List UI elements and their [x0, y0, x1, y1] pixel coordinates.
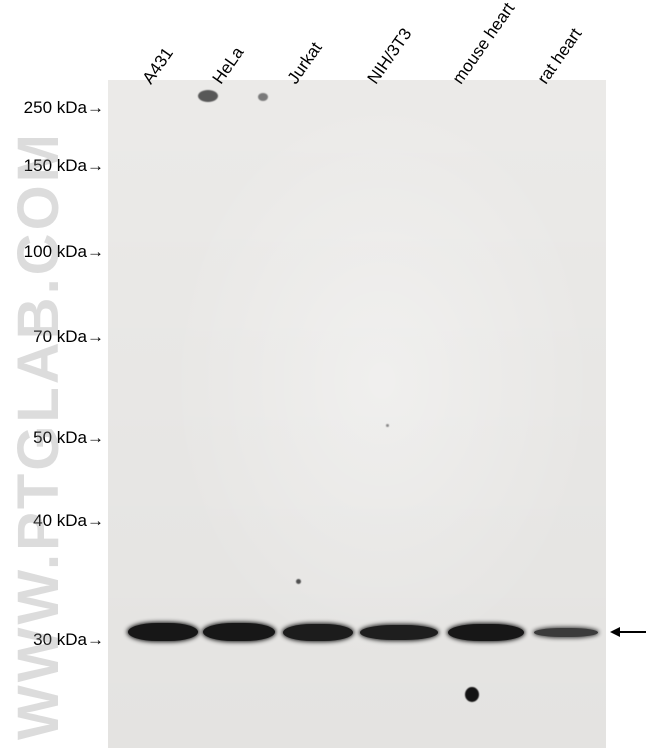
- marker-label: 250 kDa→: [24, 98, 104, 118]
- blot-artifact: [465, 687, 479, 702]
- protein-band: [283, 624, 353, 641]
- protein-band: [203, 623, 275, 641]
- lane-label: NIH/3T3: [364, 25, 417, 88]
- blot-artifact: [198, 90, 218, 102]
- western-blot-area: [108, 80, 606, 748]
- target-band-arrow-icon: [610, 624, 646, 640]
- blot-shading: [108, 80, 606, 748]
- blot-artifact: [258, 93, 268, 101]
- marker-label: 40 kDa→: [33, 511, 104, 531]
- protein-band: [128, 623, 198, 641]
- marker-label: 100 kDa→: [24, 242, 104, 262]
- marker-label: 50 kDa→: [33, 428, 104, 448]
- protein-band: [448, 624, 524, 641]
- marker-label: 70 kDa→: [33, 327, 104, 347]
- lane-label: mouse heart: [449, 0, 520, 88]
- protein-band: [534, 628, 598, 637]
- protein-band: [360, 625, 438, 640]
- marker-label: 30 kDa→: [33, 630, 104, 650]
- lane-label: rat heart: [534, 25, 587, 88]
- blot-artifact: [386, 424, 389, 427]
- blot-artifact: [296, 579, 301, 584]
- marker-label: 150 kDa→: [24, 156, 104, 176]
